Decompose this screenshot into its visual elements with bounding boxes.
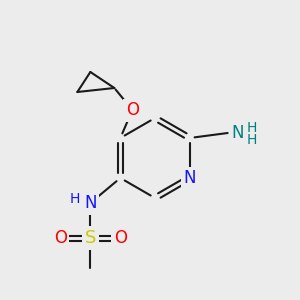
Text: S: S — [85, 229, 96, 247]
Text: O: O — [126, 101, 139, 119]
Text: N: N — [231, 124, 244, 142]
Text: H: H — [247, 121, 257, 135]
Text: N: N — [183, 169, 196, 187]
Text: O: O — [114, 229, 127, 247]
Text: H: H — [70, 192, 80, 206]
Text: O: O — [54, 229, 67, 247]
Text: N: N — [84, 194, 97, 212]
Text: H: H — [247, 133, 257, 147]
